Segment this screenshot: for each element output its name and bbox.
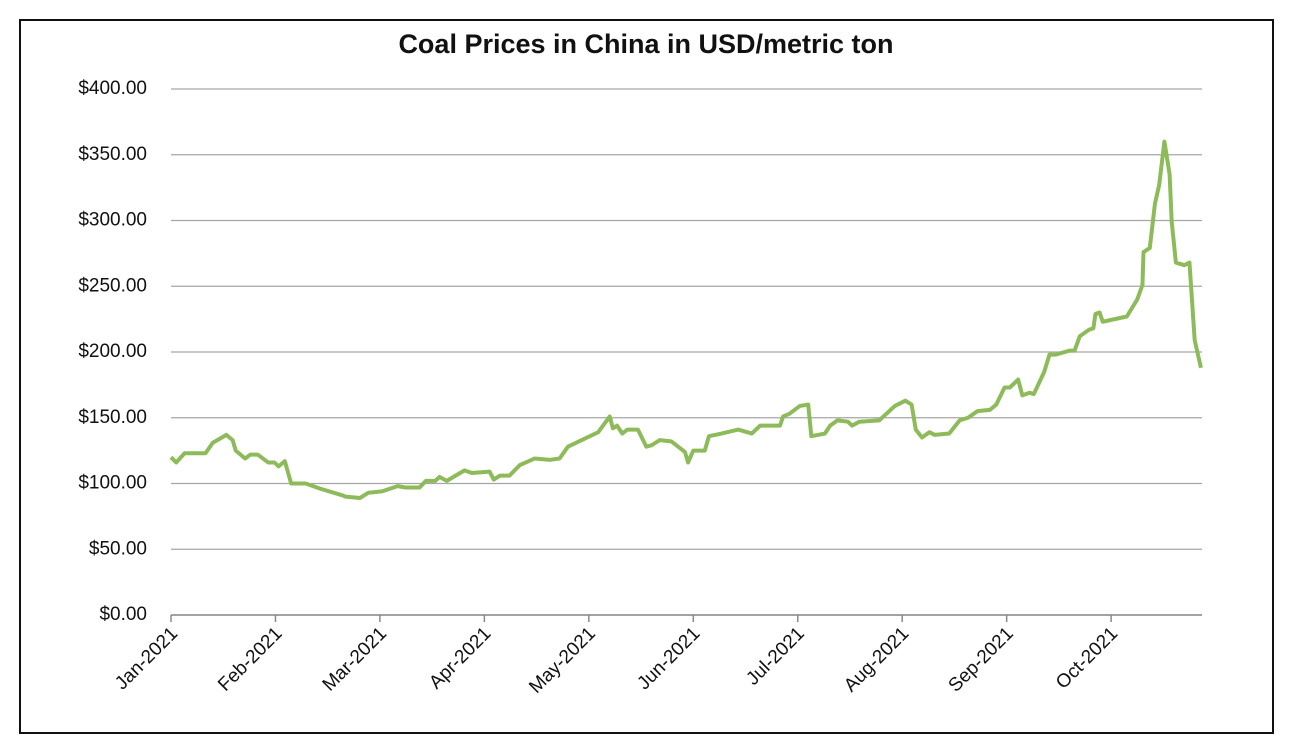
chart-title: Coal Prices in China in USD/metric ton [398, 29, 893, 59]
y-tick-label: $250.00 [78, 275, 147, 296]
price-line [169, 139, 1203, 500]
y-tick-label: $350.00 [78, 144, 147, 165]
chart-frame [19, 19, 1274, 734]
y-tick-label: $100.00 [78, 473, 147, 494]
y-tick-label: $50.00 [89, 538, 147, 559]
y-tick-label: $400.00 [78, 78, 147, 99]
y-tick-label: $300.00 [78, 210, 147, 231]
y-tick-label: $200.00 [78, 341, 147, 362]
y-tick-label: $150.00 [78, 407, 147, 428]
y-tick-label: $0.00 [99, 604, 147, 625]
